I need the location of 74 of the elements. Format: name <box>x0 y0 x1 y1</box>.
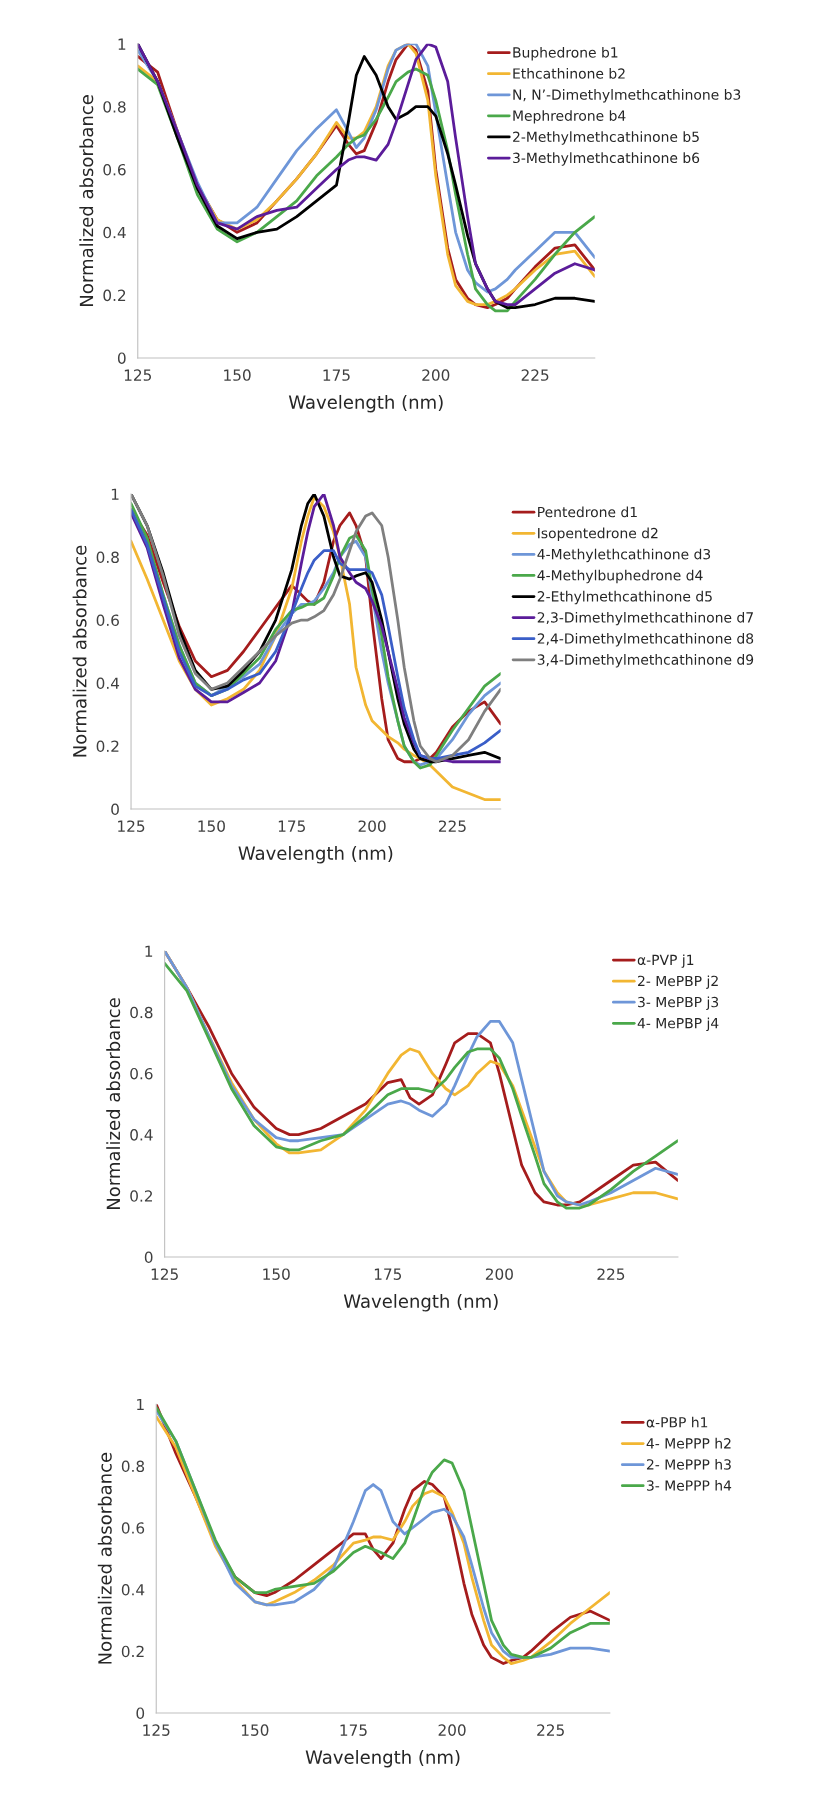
x-tick-label: 175 <box>374 1268 402 1280</box>
legend-label: 4- MePPP h2 <box>646 1437 731 1449</box>
legend-label: 3- MePPP h4 <box>647 1480 732 1491</box>
legend-label: Ethcathinone b2 <box>513 68 625 79</box>
legend-label: Buphedrone b1 <box>513 46 618 61</box>
x-tick-label: 150 <box>198 820 225 832</box>
x-tick-label: 175 <box>278 820 305 832</box>
y-tick-label: 0.4 <box>130 1129 153 1141</box>
x-tick-label: 125 <box>124 369 152 381</box>
y-tick-label: 0 <box>144 1251 153 1264</box>
y-tick-label: 1 <box>137 1398 144 1411</box>
x-tick-label: 150 <box>241 1724 269 1736</box>
x-tick-label: 225 <box>597 1268 625 1280</box>
legend-label: 2,4-Dimethylmethcathinone d8 <box>537 633 754 647</box>
y-tick-label: 0.6 <box>103 163 126 176</box>
legend-label: 2-Methylmethcathinone b5 <box>513 131 699 145</box>
x-axis-title: Wavelength (nm) <box>288 394 443 413</box>
y-axis-title: Normalized absorbance <box>97 1452 112 1664</box>
y-tick-label: 0.8 <box>121 1460 145 1473</box>
x-tick-label: 125 <box>151 1268 178 1280</box>
y-tick-label: 0.2 <box>103 289 126 302</box>
legend-label: Isopentedrone d2 <box>538 527 658 542</box>
y-tick-label: 0 <box>111 803 119 816</box>
x-tick-label: 175 <box>323 369 350 381</box>
y-tick-label: 1 <box>145 945 153 957</box>
y-tick-label: 0.2 <box>96 740 119 753</box>
x-tick-label: 200 <box>438 1724 466 1736</box>
legend-label: 2- MePBP j2 <box>638 975 718 989</box>
x-tick-label: 225 <box>521 369 549 381</box>
legend-label: Pentedrone d1 <box>538 506 637 518</box>
x-tick-label: 175 <box>340 1724 367 1736</box>
y-tick-label: 0.2 <box>121 1645 144 1658</box>
x-tick-label: 150 <box>263 1268 290 1280</box>
legend-label: α-PVP j1 <box>637 954 694 968</box>
y-tick-label: 0.6 <box>130 1067 153 1080</box>
legend-label: 4- MePBP j4 <box>637 1017 719 1032</box>
y-tick-label: 1 <box>118 38 126 50</box>
legend-label: N, N’-Dimethylmethcathinone b3 <box>513 89 741 103</box>
x-tick-label: 150 <box>224 369 251 381</box>
legend-label: 2,3-Dimethylmethcathinone d7 <box>537 611 753 626</box>
y-tick-label: 0.6 <box>96 614 119 627</box>
x-tick-label: 125 <box>143 1724 170 1736</box>
x-tick-label: 200 <box>422 369 450 381</box>
x-tick-label: 225 <box>537 1724 564 1736</box>
legend-label: 3-Methylmethcathinone b6 <box>513 152 700 166</box>
y-tick-label: 1 <box>111 488 119 500</box>
legend-label: 3- MePBP j3 <box>638 996 719 1010</box>
x-tick-label: 125 <box>118 820 145 832</box>
y-axis-title: Normalized absorbance <box>106 998 121 1210</box>
y-tick-label: 0.4 <box>121 1583 145 1596</box>
y-tick-label: 0.8 <box>96 551 119 564</box>
legend-label: Mephredrone b4 <box>513 110 626 124</box>
y-axis-title: Normalized absorbance <box>72 545 87 757</box>
x-axis-title: Wavelength (nm) <box>238 846 393 864</box>
y-tick-label: 0.6 <box>121 1522 145 1534</box>
legend-label: α-PBP h1 <box>646 1416 708 1428</box>
y-tick-label: 0.8 <box>130 1006 153 1019</box>
x-tick-label: 200 <box>485 1268 513 1280</box>
legend-label: 2-Ethylmethcathinone d5 <box>537 590 712 605</box>
legend-label: 3,4-Dimethylmethcathinone d9 <box>537 654 754 668</box>
x-axis-title: Wavelength (nm) <box>343 1294 498 1312</box>
legend-label: 2- MePPP h3 <box>646 1458 731 1470</box>
y-tick-label: 0.2 <box>130 1190 152 1202</box>
legend-label: 4-Methylethcathinone d3 <box>537 548 711 563</box>
x-tick-label: 225 <box>438 820 466 832</box>
y-tick-label: 0 <box>117 352 126 364</box>
y-tick-label: 0.4 <box>96 677 120 690</box>
x-tick-label: 200 <box>358 820 386 832</box>
y-tick-label: 0.8 <box>103 101 126 113</box>
y-axis-title: Normalized absorbance <box>79 95 94 306</box>
x-axis-title: Wavelength (nm) <box>305 1749 460 1768</box>
y-tick-label: 0 <box>136 1707 145 1719</box>
y-tick-label: 0.4 <box>103 226 126 239</box>
legend-label: 4-Methylbuphedrone d4 <box>537 569 703 584</box>
